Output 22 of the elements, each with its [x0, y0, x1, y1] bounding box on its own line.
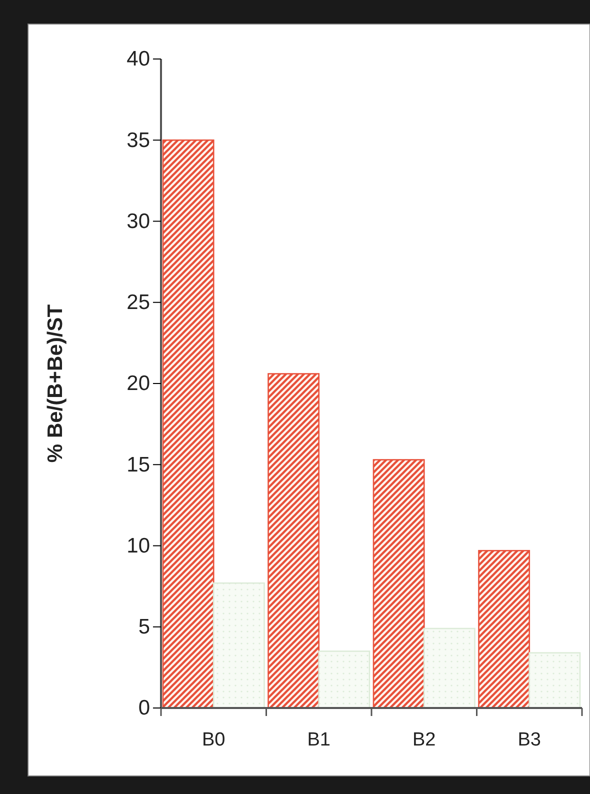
bar — [423, 628, 476, 709]
bar — [212, 582, 265, 709]
y-tick-label: 15 — [126, 453, 150, 476]
y-tick-label: 0 — [138, 696, 150, 720]
bar — [528, 652, 581, 709]
bar — [318, 650, 370, 709]
y-tick-label: 40 — [126, 48, 150, 71]
x-tick-label: B0 — [202, 729, 226, 750]
x-tick-label: B1 — [307, 729, 330, 750]
y-tick-label: 30 — [126, 210, 150, 233]
bar — [268, 373, 320, 709]
y-tick-label: 35 — [126, 128, 150, 152]
x-tick-label: B2 — [412, 729, 436, 750]
y-tick-label: 20 — [126, 372, 150, 396]
x-tick-label: B3 — [518, 729, 541, 750]
bar — [478, 550, 530, 709]
bar — [372, 459, 425, 709]
y-tick-label: 5 — [138, 616, 150, 639]
y-tick-label: 10 — [126, 534, 150, 558]
y-axis-title: % Be/(B+Be)/ST — [44, 304, 67, 463]
bar — [162, 139, 214, 709]
y-tick-label: 25 — [126, 291, 150, 314]
